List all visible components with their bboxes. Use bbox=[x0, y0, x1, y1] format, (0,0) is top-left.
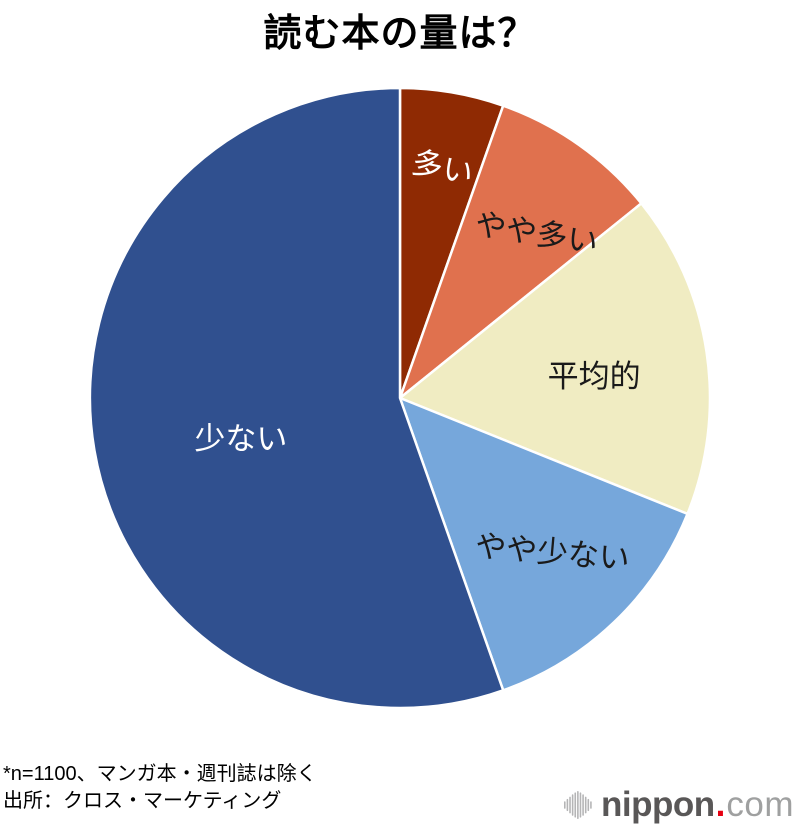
pie-slice-labels: 多い やや多い 平均的 やや少ない 少ない bbox=[194, 144, 640, 576]
footnote-sample-note: *n=1100、マンガ本・週刊誌は除く bbox=[3, 763, 317, 785]
pie-slices bbox=[88, 86, 712, 710]
pie-label-average: 平均的 bbox=[548, 359, 641, 394]
chart-title: 読む本の量は？ bbox=[263, 13, 537, 55]
footnote-source: 出所：クロス・マーケティング bbox=[3, 790, 282, 812]
logo-dot: . bbox=[715, 785, 726, 824]
soundwave-icon bbox=[564, 790, 592, 819]
nippon-com-logo: nippon . com bbox=[564, 787, 794, 822]
pie-label-few: 少ない bbox=[194, 422, 287, 457]
logo-tld-text: com bbox=[726, 785, 794, 824]
pie-slice-somewhat-few bbox=[398, 396, 689, 692]
footnotes: *n=1100、マンガ本・週刊誌は除く 出所：クロス・マーケティング bbox=[3, 761, 317, 815]
logo-brand-text: nippon bbox=[601, 785, 715, 824]
pie-slice-few bbox=[88, 86, 505, 710]
pie-slice-average bbox=[398, 202, 712, 516]
pie-slice-somewhat-many bbox=[398, 104, 643, 400]
